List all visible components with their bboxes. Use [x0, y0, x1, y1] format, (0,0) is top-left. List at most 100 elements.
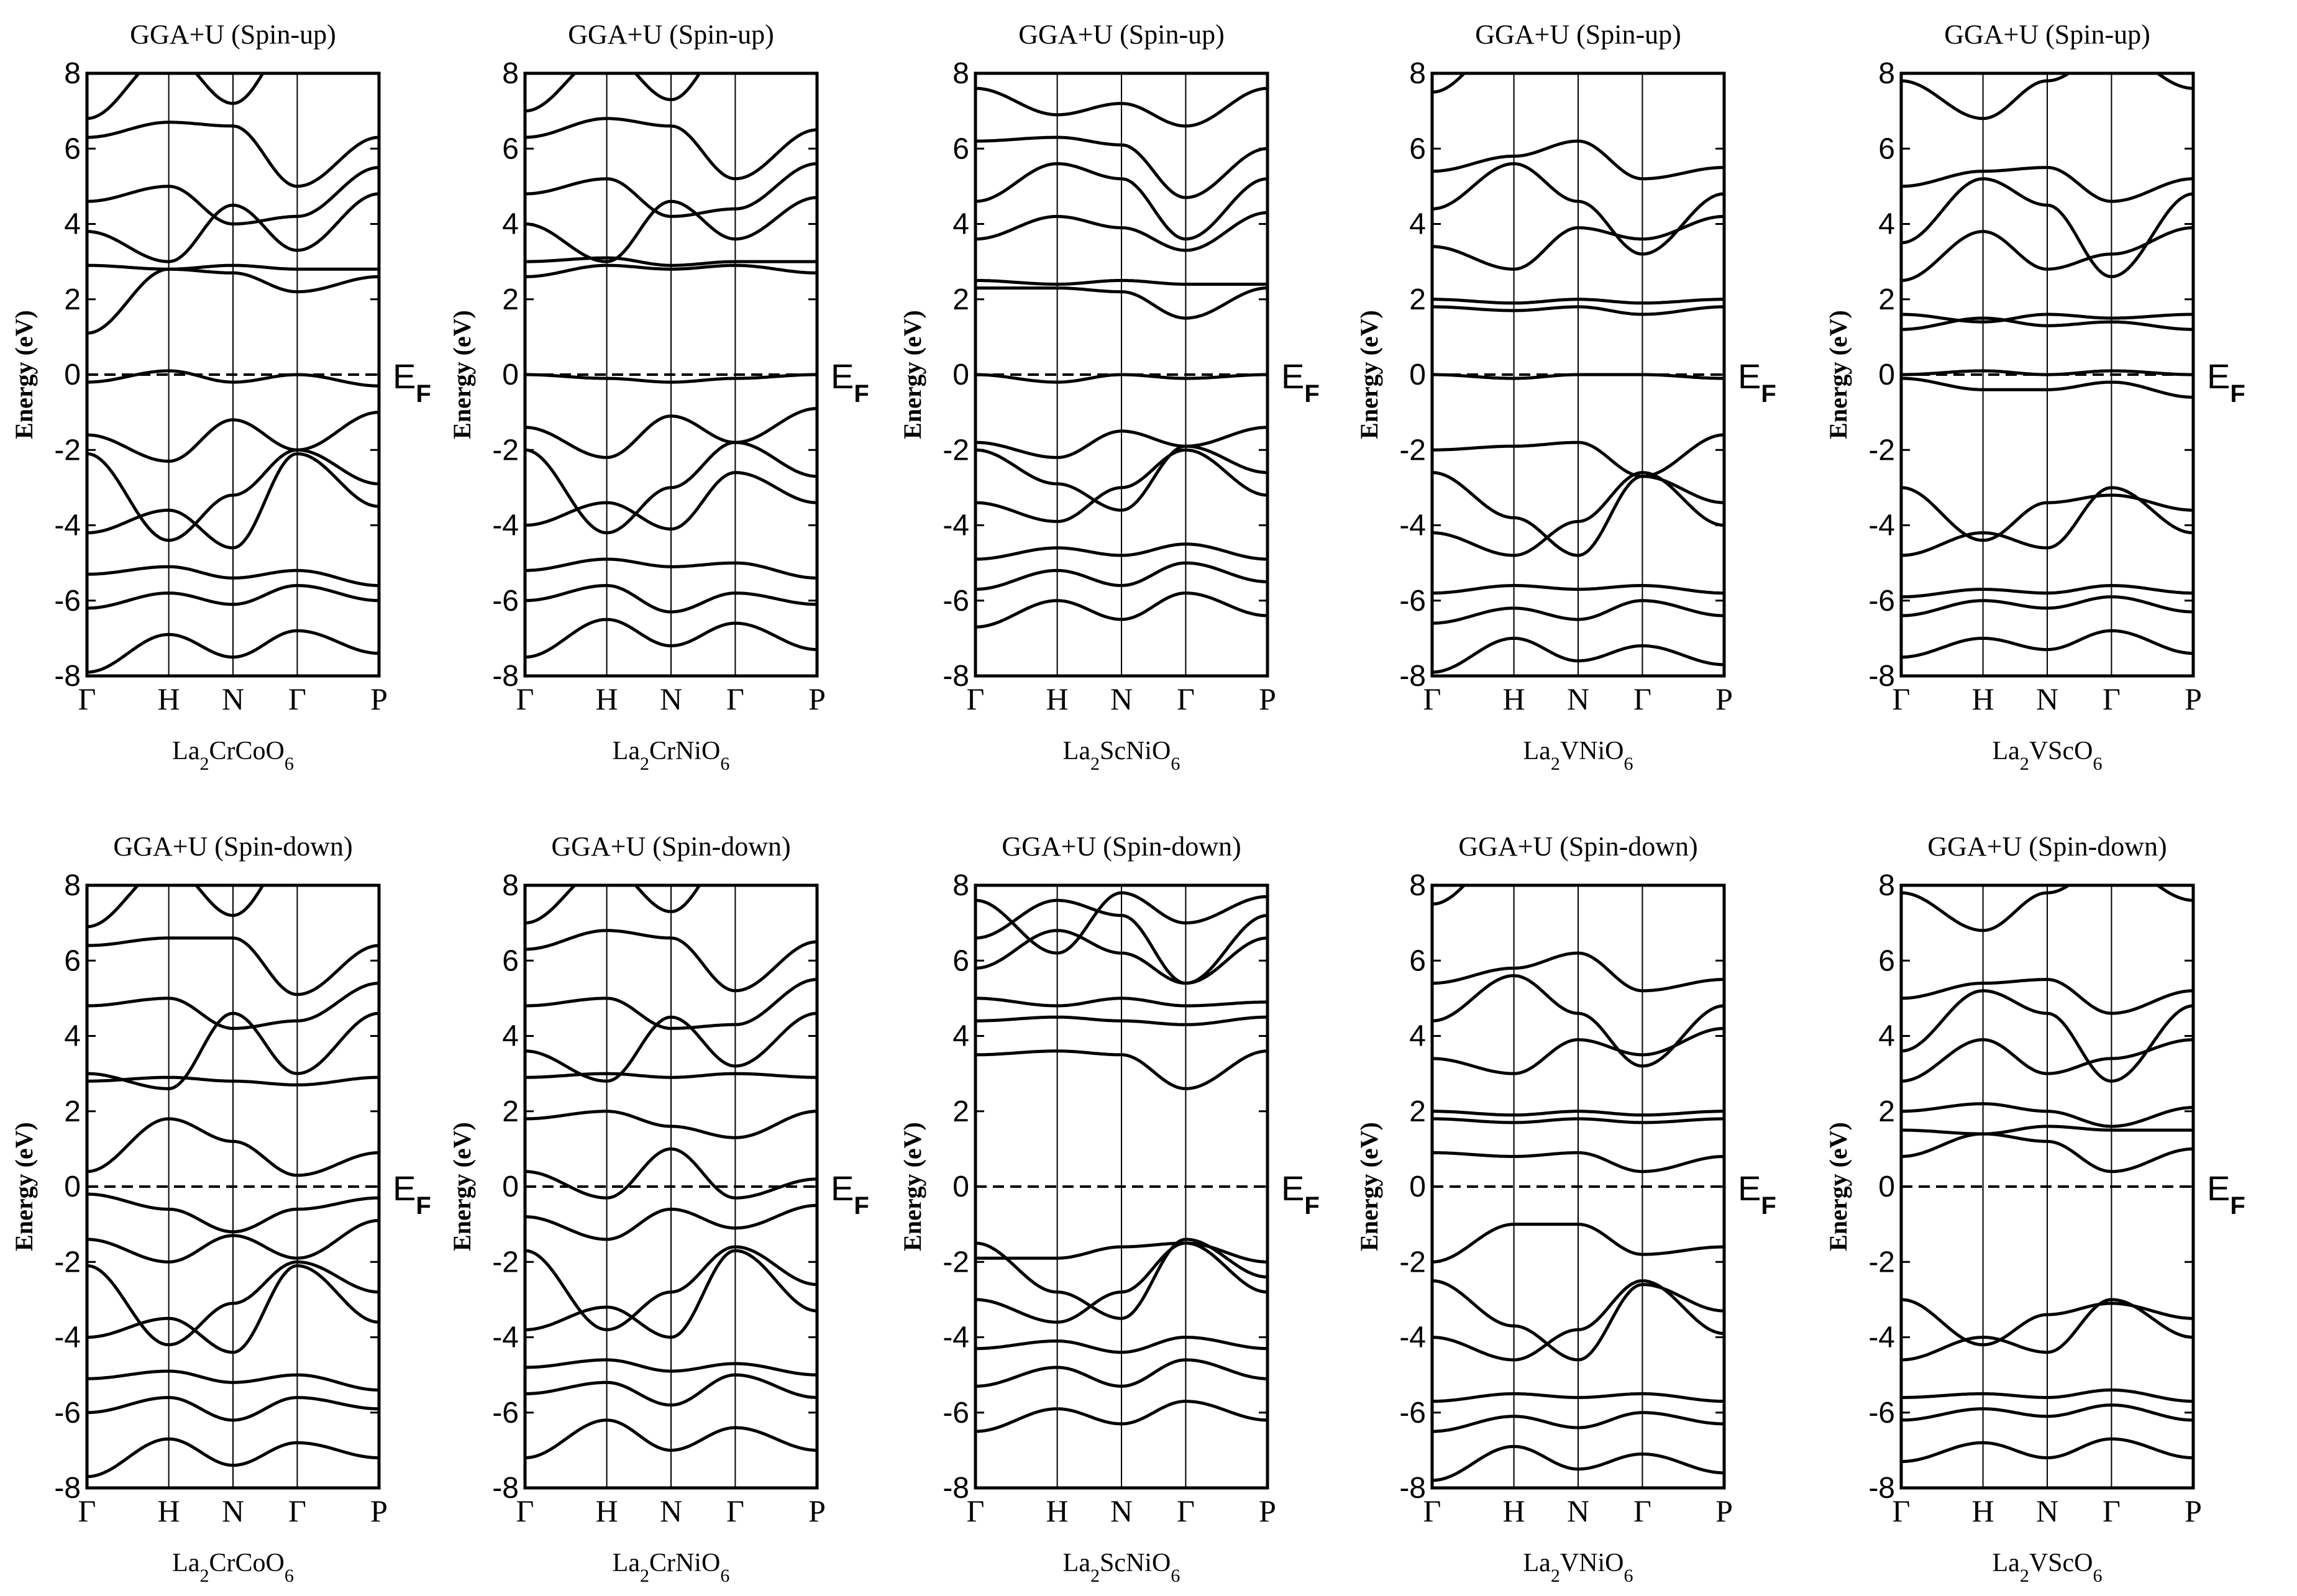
compound-label: La2CrNiO6: [613, 1549, 730, 1586]
band-panel: GGA+U (Spin-up) 8 6 4 2 0 -2 -4 -6 -8 Energy (eV) Γ…: [10, 19, 431, 774]
band-line: [1432, 471, 1724, 557]
y-tick-label: -4: [1399, 1321, 1426, 1354]
panel-title: GGA+U (Spin-up): [568, 19, 774, 50]
compound-label: La2CrCoO6: [172, 737, 294, 774]
band-line: [975, 444, 1267, 512]
y-tick-label: 2: [952, 283, 969, 316]
y-tick-label: -4: [492, 509, 519, 542]
fermi-label-sub: F: [1304, 1192, 1319, 1220]
band-line: [525, 471, 817, 531]
fermi-label-main: E: [1281, 1169, 1304, 1208]
y-tick-label: 0: [952, 1170, 969, 1203]
band-line: [525, 73, 817, 113]
kpoint-label: Γ: [1893, 682, 1911, 716]
y-tick-label: 2: [1878, 283, 1895, 316]
band-line: [525, 1110, 817, 1139]
fermi-label-sub: F: [416, 1192, 431, 1220]
y-tick-label: -6: [54, 585, 81, 618]
kpoint-label: P: [808, 1493, 826, 1528]
y-tick-label: 4: [502, 1020, 519, 1053]
band-line: [975, 162, 1267, 241]
y-tick-label: -2: [943, 434, 969, 467]
y-tick-label: -6: [1399, 1397, 1426, 1430]
band-panel: GGA+U (Spin-up) 8 6 4 2 0 -2 -4 -6 -8 Energy (eV) Γ…: [1824, 19, 2245, 774]
band-line: [1432, 636, 1724, 674]
y-tick-label: 0: [1878, 358, 1895, 391]
y-tick-label: 4: [1878, 208, 1895, 241]
band-line: [1432, 373, 1724, 380]
band-line: [525, 1203, 817, 1241]
compound-part: VScO: [2029, 1549, 2093, 1577]
y-tick-label: -8: [54, 1472, 81, 1505]
fermi-label-sub: F: [1304, 380, 1319, 408]
compound-part: La: [1993, 1549, 2021, 1577]
y-axis-label: Energy (eV): [898, 1122, 926, 1251]
y-tick-label: -4: [54, 1321, 81, 1354]
band-line: [1901, 376, 2193, 399]
band-line: [87, 583, 379, 610]
band-line: [1432, 974, 1724, 1068]
band-line: [1901, 1132, 2193, 1174]
band-line: [1432, 471, 1724, 557]
kpoint-label: H: [596, 682, 618, 716]
y-tick-label: -6: [1868, 585, 1895, 618]
band-line: [975, 1049, 1267, 1090]
y-tick-label: -2: [1868, 434, 1895, 467]
y-tick-label: 0: [952, 358, 969, 391]
compound-subscript: 2: [2020, 1566, 2029, 1586]
y-tick-label: -8: [1868, 1472, 1895, 1505]
compound-part: VScO: [2029, 737, 2093, 765]
y-tick-label: -6: [492, 1397, 519, 1430]
y-axis-label: Energy (eV): [448, 310, 476, 439]
fermi-label-main: E: [831, 1169, 854, 1208]
y-axis-label: Energy (eV): [1355, 310, 1383, 439]
band-line: [87, 1075, 379, 1087]
band-lines: [1901, 73, 2193, 659]
band-line: [1901, 1102, 2193, 1128]
compound-subscript: 2: [640, 1566, 649, 1586]
y-tick-label: -8: [943, 660, 969, 693]
band-panel: GGA+U (Spin-down) 8 6 4 2 0 -2 -4 -6 -8 Energy (eV…: [898, 831, 1320, 1586]
band-line: [975, 135, 1267, 199]
band-line: [87, 1395, 379, 1422]
y-tick-label: -6: [943, 585, 969, 618]
fermi-level-label: EF: [2207, 1169, 2245, 1220]
band-line: [87, 1011, 379, 1090]
panel-title: GGA+U (Spin-up): [1944, 19, 2150, 50]
band-line: [975, 1358, 1267, 1388]
fermi-label-main: E: [2207, 1169, 2230, 1208]
compound-part: La: [1523, 1549, 1551, 1577]
compound-label: La2VScO6: [1993, 737, 2103, 774]
y-tick-label: -4: [492, 1321, 519, 1354]
band-line: [975, 591, 1267, 629]
y-axis-label: Energy (eV): [1824, 310, 1852, 439]
kpoint-label: Γ: [1423, 1493, 1441, 1528]
y-tick-label: 6: [1409, 944, 1426, 977]
band-panel: GGA+U (Spin-up) 8 6 4 2 0 -2 -4 -6 -8 Energy (eV) Γ…: [898, 19, 1320, 774]
y-tick-label: 8: [1878, 57, 1895, 90]
band-line: [87, 452, 379, 550]
y-tick-label: -2: [1399, 1246, 1426, 1279]
kpoint-label: H: [1046, 682, 1069, 716]
band-line: [1432, 1392, 1724, 1403]
band-line: [975, 1400, 1267, 1433]
band-line: [1901, 1124, 2193, 1136]
compound-part: La: [1993, 737, 2021, 765]
band-line: [975, 1241, 1267, 1324]
fermi-label-sub: F: [854, 380, 869, 408]
band-line: [525, 196, 817, 263]
compound-part: CrCoO: [209, 737, 284, 765]
y-tick-label: 8: [952, 57, 969, 90]
compound-subscript: 6: [285, 1566, 294, 1586]
compound-subscript: 6: [1171, 1566, 1180, 1586]
band-line: [1901, 166, 2193, 203]
y-tick-label: 8: [952, 869, 969, 902]
band-line: [1432, 305, 1724, 316]
band-line: [87, 192, 379, 263]
band-lines: [87, 885, 379, 1479]
kpoint-label: P: [1715, 1493, 1733, 1528]
compound-label: La2VNiO6: [1523, 1549, 1633, 1586]
compound-label: La2CrCoO6: [172, 1549, 294, 1586]
band-line: [1901, 369, 2193, 376]
compound-subscript: 6: [1171, 754, 1180, 774]
